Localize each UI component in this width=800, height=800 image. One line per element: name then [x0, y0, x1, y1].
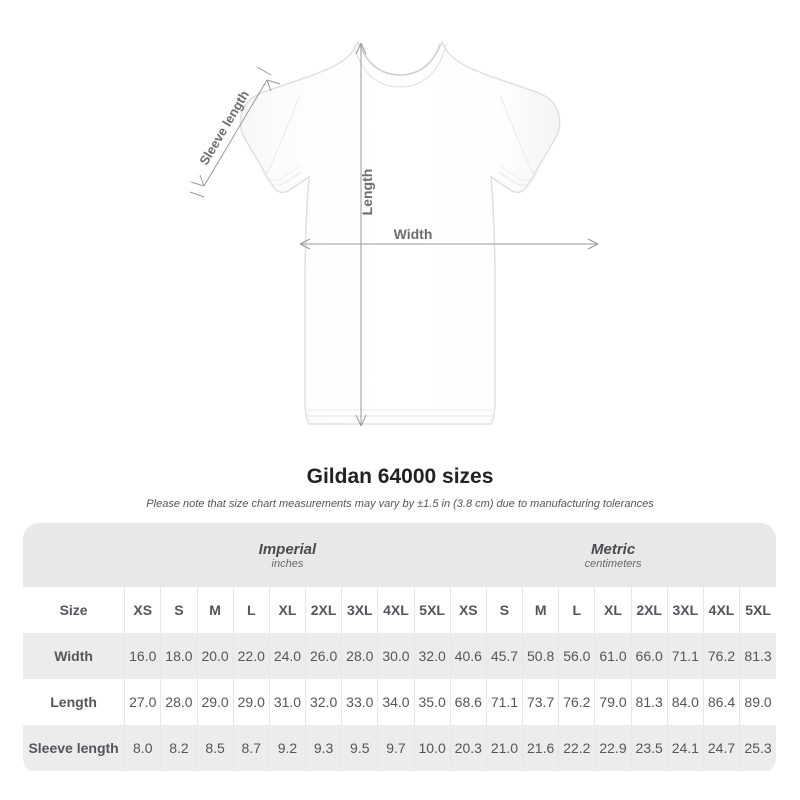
svg-text:Length: Length [359, 169, 375, 216]
svg-text:Width: Width [394, 226, 433, 242]
